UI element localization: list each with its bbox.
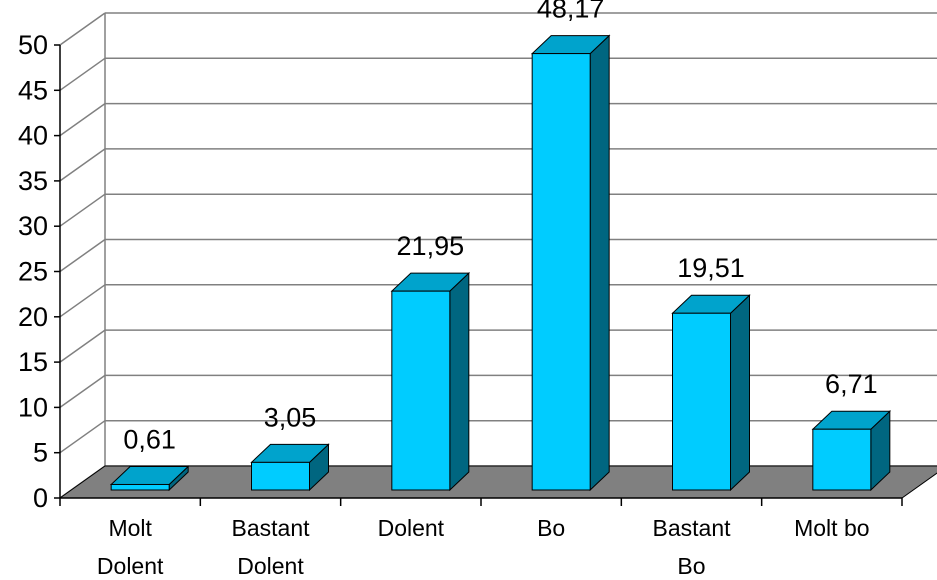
y-tick-label: 0 — [33, 483, 48, 513]
data-label: 48,17 — [537, 0, 605, 24]
bar — [110, 483, 170, 491]
bar-group — [390, 271, 471, 492]
gridline-side — [59, 420, 106, 454]
category-label: Dolent — [378, 515, 445, 541]
y-tick-label: 25 — [18, 257, 48, 287]
gridline-side — [59, 102, 106, 137]
bar — [251, 461, 310, 491]
chart-labels: 0,61 Molt Dolent 3,05 Bastant Dolent 21,95 Dole… — [97, 0, 878, 579]
category-label: Bastant — [653, 515, 732, 541]
y-tick-label: 35 — [18, 166, 48, 196]
category-label: Bastant — [232, 515, 311, 541]
data-label: 21,95 — [397, 231, 465, 261]
category-label: Bo — [677, 553, 705, 579]
bar-group — [250, 443, 330, 492]
bar-group — [811, 410, 892, 492]
bar-group — [109, 465, 190, 492]
category-label: Molt — [108, 515, 152, 541]
gridline-side — [59, 238, 106, 273]
y-tick-label: 10 — [18, 392, 48, 422]
y-tick-label: 40 — [18, 121, 48, 151]
gridline-side — [59, 374, 106, 409]
chart-floor — [58, 465, 937, 499]
chart-back-wall — [59, 12, 937, 499]
y-tick-label: 5 — [33, 438, 48, 468]
data-label: 6,71 — [825, 369, 878, 399]
y-tick-label: 45 — [18, 75, 48, 105]
bar — [812, 428, 872, 491]
bar — [531, 53, 591, 491]
category-label: Molt bo — [794, 515, 869, 541]
bar — [391, 290, 451, 491]
floor-plane — [58, 465, 937, 499]
gridline-side — [59, 12, 106, 46]
chart-bars — [109, 34, 892, 492]
y-tick-label: 20 — [18, 302, 48, 332]
y-tick-label: 15 — [18, 347, 48, 377]
category-label: Dolent — [97, 553, 164, 579]
y-tick-label: 30 — [18, 211, 48, 241]
gridline-side — [59, 329, 106, 363]
category-label: Dolent — [237, 553, 304, 579]
bar-side — [589, 34, 610, 492]
bar-group — [671, 294, 751, 492]
y-tick-label: 50 — [18, 30, 48, 60]
bar — [672, 312, 731, 491]
data-label: 0,61 — [123, 424, 176, 454]
gridline-side — [59, 284, 106, 318]
category-label: Bo — [537, 515, 565, 541]
bar-side — [730, 294, 750, 492]
bar-group — [530, 34, 611, 492]
chart-axes: 0 5 10 15 20 25 30 35 40 45 50 — [18, 30, 903, 513]
data-label: 3,05 — [264, 402, 317, 432]
bar-side — [449, 271, 470, 492]
gridline-side — [59, 148, 106, 182]
gridline-side — [59, 57, 106, 91]
gridline-side — [59, 193, 106, 227]
data-label: 19,51 — [677, 253, 745, 283]
